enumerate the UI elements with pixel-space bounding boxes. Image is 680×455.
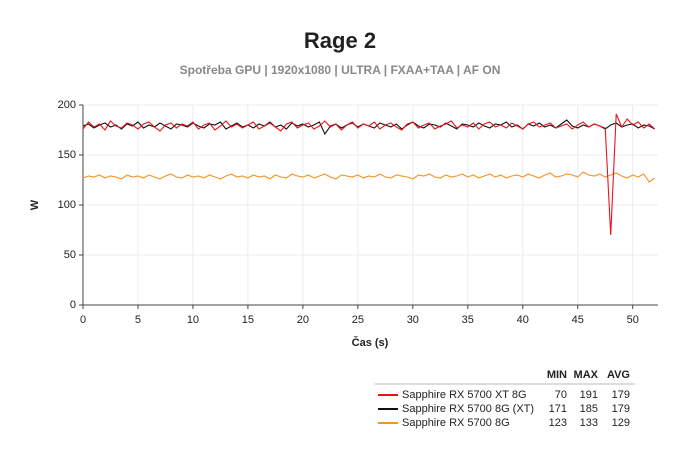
legend-header: AVG bbox=[607, 369, 630, 381]
x-tick-label: 0 bbox=[80, 314, 86, 326]
series-line bbox=[82, 171, 656, 183]
y-tick-label: 50 bbox=[64, 249, 76, 261]
x-tick-label: 30 bbox=[407, 314, 419, 326]
x-tick-label: 40 bbox=[517, 314, 529, 326]
legend-header: MIN bbox=[547, 369, 567, 381]
y-tick-label: 0 bbox=[70, 299, 76, 311]
x-tick-label: 50 bbox=[627, 314, 639, 326]
x-tick-label: 20 bbox=[297, 314, 309, 326]
legend-stat: 185 bbox=[580, 403, 598, 415]
legend-stat: 179 bbox=[612, 403, 630, 415]
x-tick-label: 25 bbox=[352, 314, 364, 326]
legend-stat: 171 bbox=[549, 403, 567, 415]
legend-stat: 179 bbox=[612, 389, 630, 401]
legend-stat: 123 bbox=[549, 417, 567, 429]
y-axis-label: W bbox=[29, 199, 41, 210]
legend-label: Sapphire RX 5700 8G (XT) bbox=[402, 403, 534, 415]
y-tick-label: 200 bbox=[58, 99, 76, 111]
x-tick-label: 45 bbox=[572, 314, 584, 326]
chart-title: Rage 2 bbox=[304, 28, 376, 53]
legend-label: Sapphire RX 5700 8G bbox=[402, 417, 510, 429]
x-tick-label: 35 bbox=[462, 314, 474, 326]
legend-stat: 133 bbox=[580, 417, 598, 429]
x-tick-label: 5 bbox=[135, 314, 141, 326]
legend-label: Sapphire RX 5700 XT 8G bbox=[402, 389, 527, 401]
series-line bbox=[82, 113, 656, 236]
legend-stat: 129 bbox=[612, 417, 630, 429]
y-tick-label: 150 bbox=[58, 149, 76, 161]
x-axis-label: Čas (s) bbox=[352, 336, 389, 349]
y-tick-label: 100 bbox=[58, 199, 76, 211]
legend-header: MAX bbox=[574, 369, 599, 381]
chart-subtitle: Spotřeba GPU | 1920x1080 | ULTRA | FXAA+… bbox=[180, 63, 501, 77]
x-tick-label: 10 bbox=[187, 314, 199, 326]
legend-stat: 191 bbox=[580, 389, 598, 401]
legend-stat: 70 bbox=[555, 389, 567, 401]
x-tick-label: 15 bbox=[242, 314, 254, 326]
